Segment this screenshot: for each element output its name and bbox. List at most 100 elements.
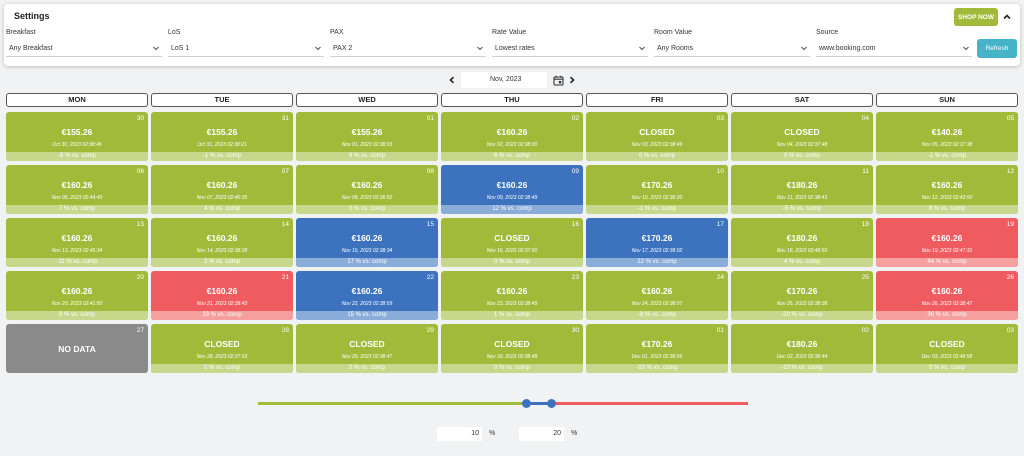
calendar-day-cell[interactable]: 25 €170.26 Nov 25, 2023 02:38:38 -20 % vs. … xyxy=(731,271,873,320)
calendar-day-cell[interactable]: 01 €170.26 Dec 01, 2023 02:38:05 -10 % vs. … xyxy=(586,324,728,373)
comparison-bar: -8 % vs. comp xyxy=(6,152,148,161)
month-input[interactable]: Nov, 2023 xyxy=(461,72,547,88)
calendar-day-cell[interactable]: 18 €180.26 Nov 18, 2023 02:48:50 4 % vs. co… xyxy=(731,218,873,267)
chevron-right-icon xyxy=(569,76,575,84)
collapse-settings-button[interactable] xyxy=(1000,9,1014,25)
high-threshold-input[interactable]: 20 xyxy=(519,427,564,441)
day-price: €155.26 xyxy=(61,127,93,137)
calendar-day-cell[interactable]: 10 €170.26 Nov 10, 2023 02:38:20 -1 % vs. c… xyxy=(586,165,728,214)
calendar-day-cell[interactable]: 13 €160.26 Nov 13, 2023 02:45:34 -11 % vs. … xyxy=(6,218,148,267)
calendar-picker-button[interactable] xyxy=(551,73,565,87)
los-select[interactable]: LoS 1 xyxy=(168,41,324,57)
calendar-day-cell[interactable]: 15 €160.26 Nov 15, 2023 02:38:34 17 % vs. c… xyxy=(296,218,438,267)
day-number: 24 xyxy=(716,274,724,281)
calendar-day-cell[interactable]: 01 €155.26 Nov 01, 2023 02:38:03 6 % vs. co… xyxy=(296,112,438,161)
day-price: €170.26 xyxy=(641,180,673,190)
slider-handle-high[interactable] xyxy=(547,399,556,408)
day-number: 31 xyxy=(281,115,289,122)
calendar-day-cell[interactable]: 07 €160.26 Nov 07, 2023 02:40:35 4 % vs. co… xyxy=(151,165,293,214)
calendar-day-cell[interactable]: 08 €160.26 Nov 08, 2023 02:36:52 0 % vs. co… xyxy=(296,165,438,214)
calendar-day-cell[interactable]: 22 €160.26 Nov 22, 2023 02:38:59 15 % vs. c… xyxy=(296,271,438,320)
calendar-day-cell[interactable]: 03 CLOSED Dec 03, 2023 02:48:58 0 % vs. com… xyxy=(876,324,1018,373)
day-number: 27 xyxy=(136,327,144,334)
calendar-day-cell[interactable]: 27 NO DATA xyxy=(6,324,148,373)
prev-month-button[interactable] xyxy=(447,73,457,87)
price-timestamp: Nov 14, 2023 02:38:28 xyxy=(196,248,248,254)
comparison-bar: 0 % vs. comp xyxy=(151,364,293,373)
chevron-down-icon xyxy=(477,46,483,51)
calendar-day-cell[interactable]: 14 €160.26 Nov 14, 2023 02:38:28 3 % vs. co… xyxy=(151,218,293,267)
day-price: €170.26 xyxy=(641,233,673,243)
price-timestamp: Nov 26, 2023 02:38:47 xyxy=(921,301,973,307)
calendar-day-cell[interactable]: 20 €160.26 Nov 20, 2023 02:41:50 9 % vs. co… xyxy=(6,271,148,320)
price-timestamp: Nov 12, 2023 02:43:50 xyxy=(921,195,973,201)
comparison-bar: 12 % vs. comp xyxy=(586,258,728,267)
day-number: 01 xyxy=(426,115,434,122)
comparison-bar: 0 % vs. comp xyxy=(876,364,1018,373)
calendar-day-cell[interactable]: 28 CLOSED Nov 28, 2023 02:37:53 0 % vs. com… xyxy=(151,324,293,373)
calendar-day-cell[interactable]: 30 CLOSED Nov 30, 2023 02:38:48 0 % vs. com… xyxy=(441,324,583,373)
breakfast-select[interactable]: Any Breakfast xyxy=(6,41,162,57)
day-number: 13 xyxy=(136,221,144,228)
price-timestamp: Nov 01, 2023 02:38:03 xyxy=(341,142,393,148)
calendar-day-cell[interactable]: 29 CLOSED Nov 29, 2023 02:38:47 0 % vs. com… xyxy=(296,324,438,373)
calendar-day-cell[interactable]: 05 €140.26 Nov 05, 2023 02:37:38 -1 % vs. c… xyxy=(876,112,1018,161)
slider-track-low xyxy=(258,402,526,405)
day-price: €160.26 xyxy=(206,233,238,243)
comparison-bar: 15 % vs. comp xyxy=(296,311,438,320)
calendar-day-cell[interactable]: 21 €160.26 Nov 21, 2023 02:38:43 23 % vs. c… xyxy=(151,271,293,320)
day-price: CLOSED xyxy=(639,127,675,137)
price-timestamp: Nov 08, 2023 02:36:52 xyxy=(341,195,393,201)
day-number: 30 xyxy=(571,327,579,334)
shop-now-button[interactable]: SHOP NOW xyxy=(954,8,998,26)
chevron-down-icon xyxy=(801,46,807,51)
calendar-day-cell[interactable]: 16 CLOSED Nov 16, 2023 02:37:50 0 % vs. com… xyxy=(441,218,583,267)
day-price: €160.26 xyxy=(206,286,238,296)
day-number: 01 xyxy=(716,327,724,334)
calendar-day-cell[interactable]: 11 €180.26 Nov 11, 2023 02:38:43 -5 % vs. c… xyxy=(731,165,873,214)
calendar-day-cell[interactable]: 26 €160.26 Nov 26, 2023 02:38:47 36 % vs. c… xyxy=(876,271,1018,320)
day-number: 17 xyxy=(716,221,724,228)
calendar-day-cell[interactable]: 19 €160.26 Nov 19, 2023 02:47:31 44 % vs. c… xyxy=(876,218,1018,267)
day-price: €140.26 xyxy=(931,127,963,137)
calendar-day-cell[interactable]: 02 €160.26 Nov 02, 2023 02:38:00 6 % vs. co… xyxy=(441,112,583,161)
price-timestamp: Nov 29, 2023 02:38:47 xyxy=(341,354,393,360)
rate-value-select[interactable]: Lowest rates xyxy=(492,41,648,57)
refresh-button[interactable]: Refresh xyxy=(977,39,1017,58)
day-price: CLOSED xyxy=(349,339,385,349)
comparison-bar: 0 % vs. comp xyxy=(296,364,438,373)
calendar-day-cell[interactable]: 31 €155.26 Oct 31, 2023 02:38:21 -1 % vs. c… xyxy=(151,112,293,161)
calendar-day-cell[interactable]: 02 €180.26 Dec 02, 2023 02:38:44 -13 % vs. … xyxy=(731,324,873,373)
threshold-range-slider[interactable] xyxy=(258,395,748,411)
day-price: CLOSED xyxy=(784,127,820,137)
calendar-day-cell[interactable]: 24 €160.26 Nov 24, 2023 02:38:07 -8 % vs. c… xyxy=(586,271,728,320)
calendar-day-cell[interactable]: 30 €155.26 Oct 30, 2023 02:38:46 -8 % vs. c… xyxy=(6,112,148,161)
price-timestamp: Dec 03, 2023 02:48:58 xyxy=(921,354,973,360)
low-threshold-unit: % xyxy=(489,430,496,437)
calendar-day-cell[interactable]: 17 €170.26 Nov 17, 2023 02:38:02 12 % vs. c… xyxy=(586,218,728,267)
low-threshold-input[interactable]: 10 xyxy=(437,427,482,441)
comparison-bar: 0 % vs. comp xyxy=(586,152,728,161)
slider-handle-low[interactable] xyxy=(522,399,531,408)
calendar-day-cell[interactable]: 06 €160.26 Nov 06, 2023 02:44:49 7 % vs. co… xyxy=(6,165,148,214)
day-number: 26 xyxy=(1006,274,1014,281)
price-timestamp: Nov 15, 2023 02:38:34 xyxy=(341,248,393,254)
price-timestamp: Nov 13, 2023 02:45:34 xyxy=(51,248,103,254)
pax-value: PAX 2 xyxy=(333,45,353,52)
pax-select[interactable]: PAX 2 xyxy=(330,41,486,57)
calendar-day-cell[interactable]: 23 €160.26 Nov 23, 2023 02:38:49 1 % vs. co… xyxy=(441,271,583,320)
comparison-bar: 0 % vs. comp xyxy=(441,364,583,373)
next-month-button[interactable] xyxy=(567,73,577,87)
price-timestamp: Nov 10, 2023 02:38:20 xyxy=(631,195,683,201)
calendar-day-cell[interactable]: 12 €160.26 Nov 12, 2023 02:43:50 8 % vs. co… xyxy=(876,165,1018,214)
comparison-bar: -20 % vs. comp xyxy=(731,311,873,320)
source-select[interactable]: www.booking.com xyxy=(816,41,972,57)
day-price: €180.26 xyxy=(786,339,818,349)
calendar-day-cell[interactable]: 03 CLOSED Nov 03, 2023 02:38:49 0 % vs. com… xyxy=(586,112,728,161)
breakfast-value: Any Breakfast xyxy=(9,45,53,52)
day-number: 07 xyxy=(281,168,289,175)
calendar-day-cell[interactable]: 04 CLOSED Nov 04, 2023 02:37:48 0 % vs. com… xyxy=(731,112,873,161)
comparison-bar: 23 % vs. comp xyxy=(151,311,293,320)
room-value-select[interactable]: Any Rooms xyxy=(654,41,810,57)
calendar-day-cell[interactable]: 09 €160.26 Nov 09, 2023 02:38:49 12 % vs. c… xyxy=(441,165,583,214)
